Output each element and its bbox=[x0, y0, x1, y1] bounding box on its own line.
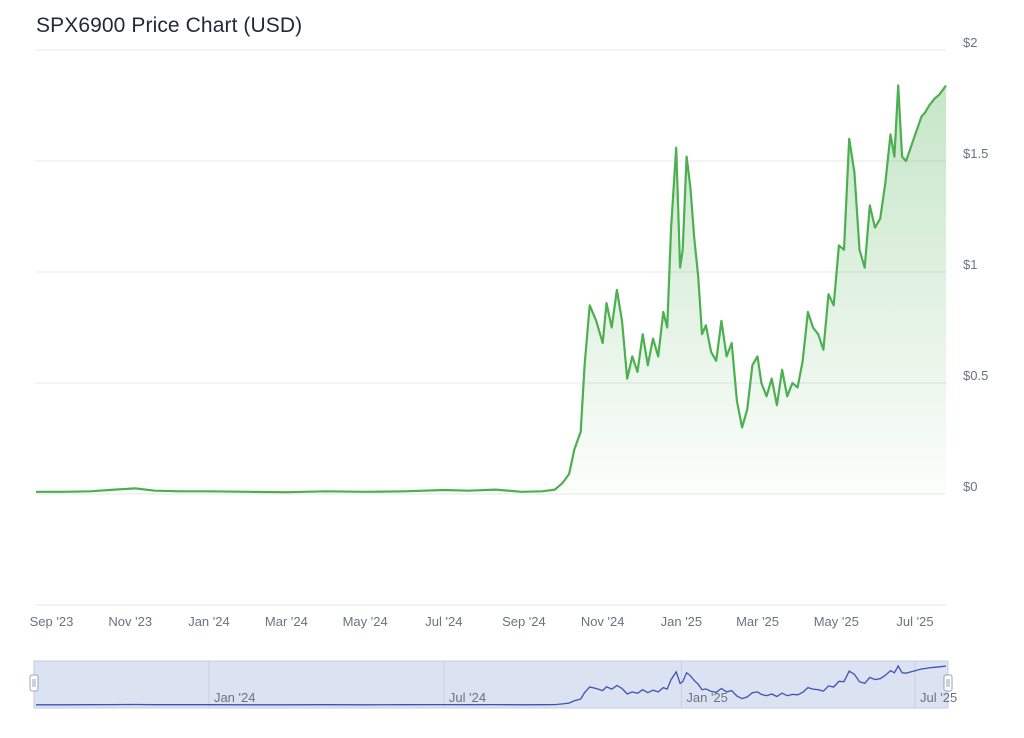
navigator-tick-label: Jan '24 bbox=[214, 690, 256, 705]
x-tick-label: Sep '24 bbox=[502, 614, 546, 629]
navigator-tick-label: Jan '25 bbox=[686, 690, 728, 705]
y-tick-label: $0 bbox=[963, 479, 977, 494]
navigator-tick-label: Jul '24 bbox=[449, 690, 486, 705]
x-tick-label: Nov '23 bbox=[108, 614, 152, 629]
x-tick-label: Mar '24 bbox=[265, 614, 308, 629]
y-tick-label: $2 bbox=[963, 35, 977, 50]
x-tick-label: May '25 bbox=[814, 614, 859, 629]
price-line bbox=[36, 84, 947, 494]
navigator-handle-left[interactable] bbox=[29, 674, 39, 692]
x-tick-label: Jan '25 bbox=[661, 614, 703, 629]
navigator-handle-right[interactable] bbox=[943, 674, 953, 692]
price-area bbox=[36, 85, 946, 494]
navigator-window[interactable] bbox=[33, 660, 949, 709]
y-tick-label: $1.5 bbox=[963, 146, 988, 161]
y-tick-label: $1 bbox=[963, 257, 977, 272]
navigator-tick-label: Jul '25 bbox=[920, 690, 957, 705]
y-tick-label: $0.5 bbox=[963, 368, 988, 383]
x-tick-label: Jul '24 bbox=[425, 614, 462, 629]
x-tick-label: Jul '25 bbox=[896, 614, 933, 629]
x-tick-label: Sep '23 bbox=[30, 614, 74, 629]
x-tick-label: Mar '25 bbox=[736, 614, 779, 629]
x-tick-label: Nov '24 bbox=[581, 614, 625, 629]
chart-title: SPX6900 Price Chart (USD) bbox=[36, 14, 303, 37]
x-tick-label: May '24 bbox=[343, 614, 388, 629]
x-tick-label: Jan '24 bbox=[188, 614, 230, 629]
navigator-line bbox=[36, 664, 947, 706]
